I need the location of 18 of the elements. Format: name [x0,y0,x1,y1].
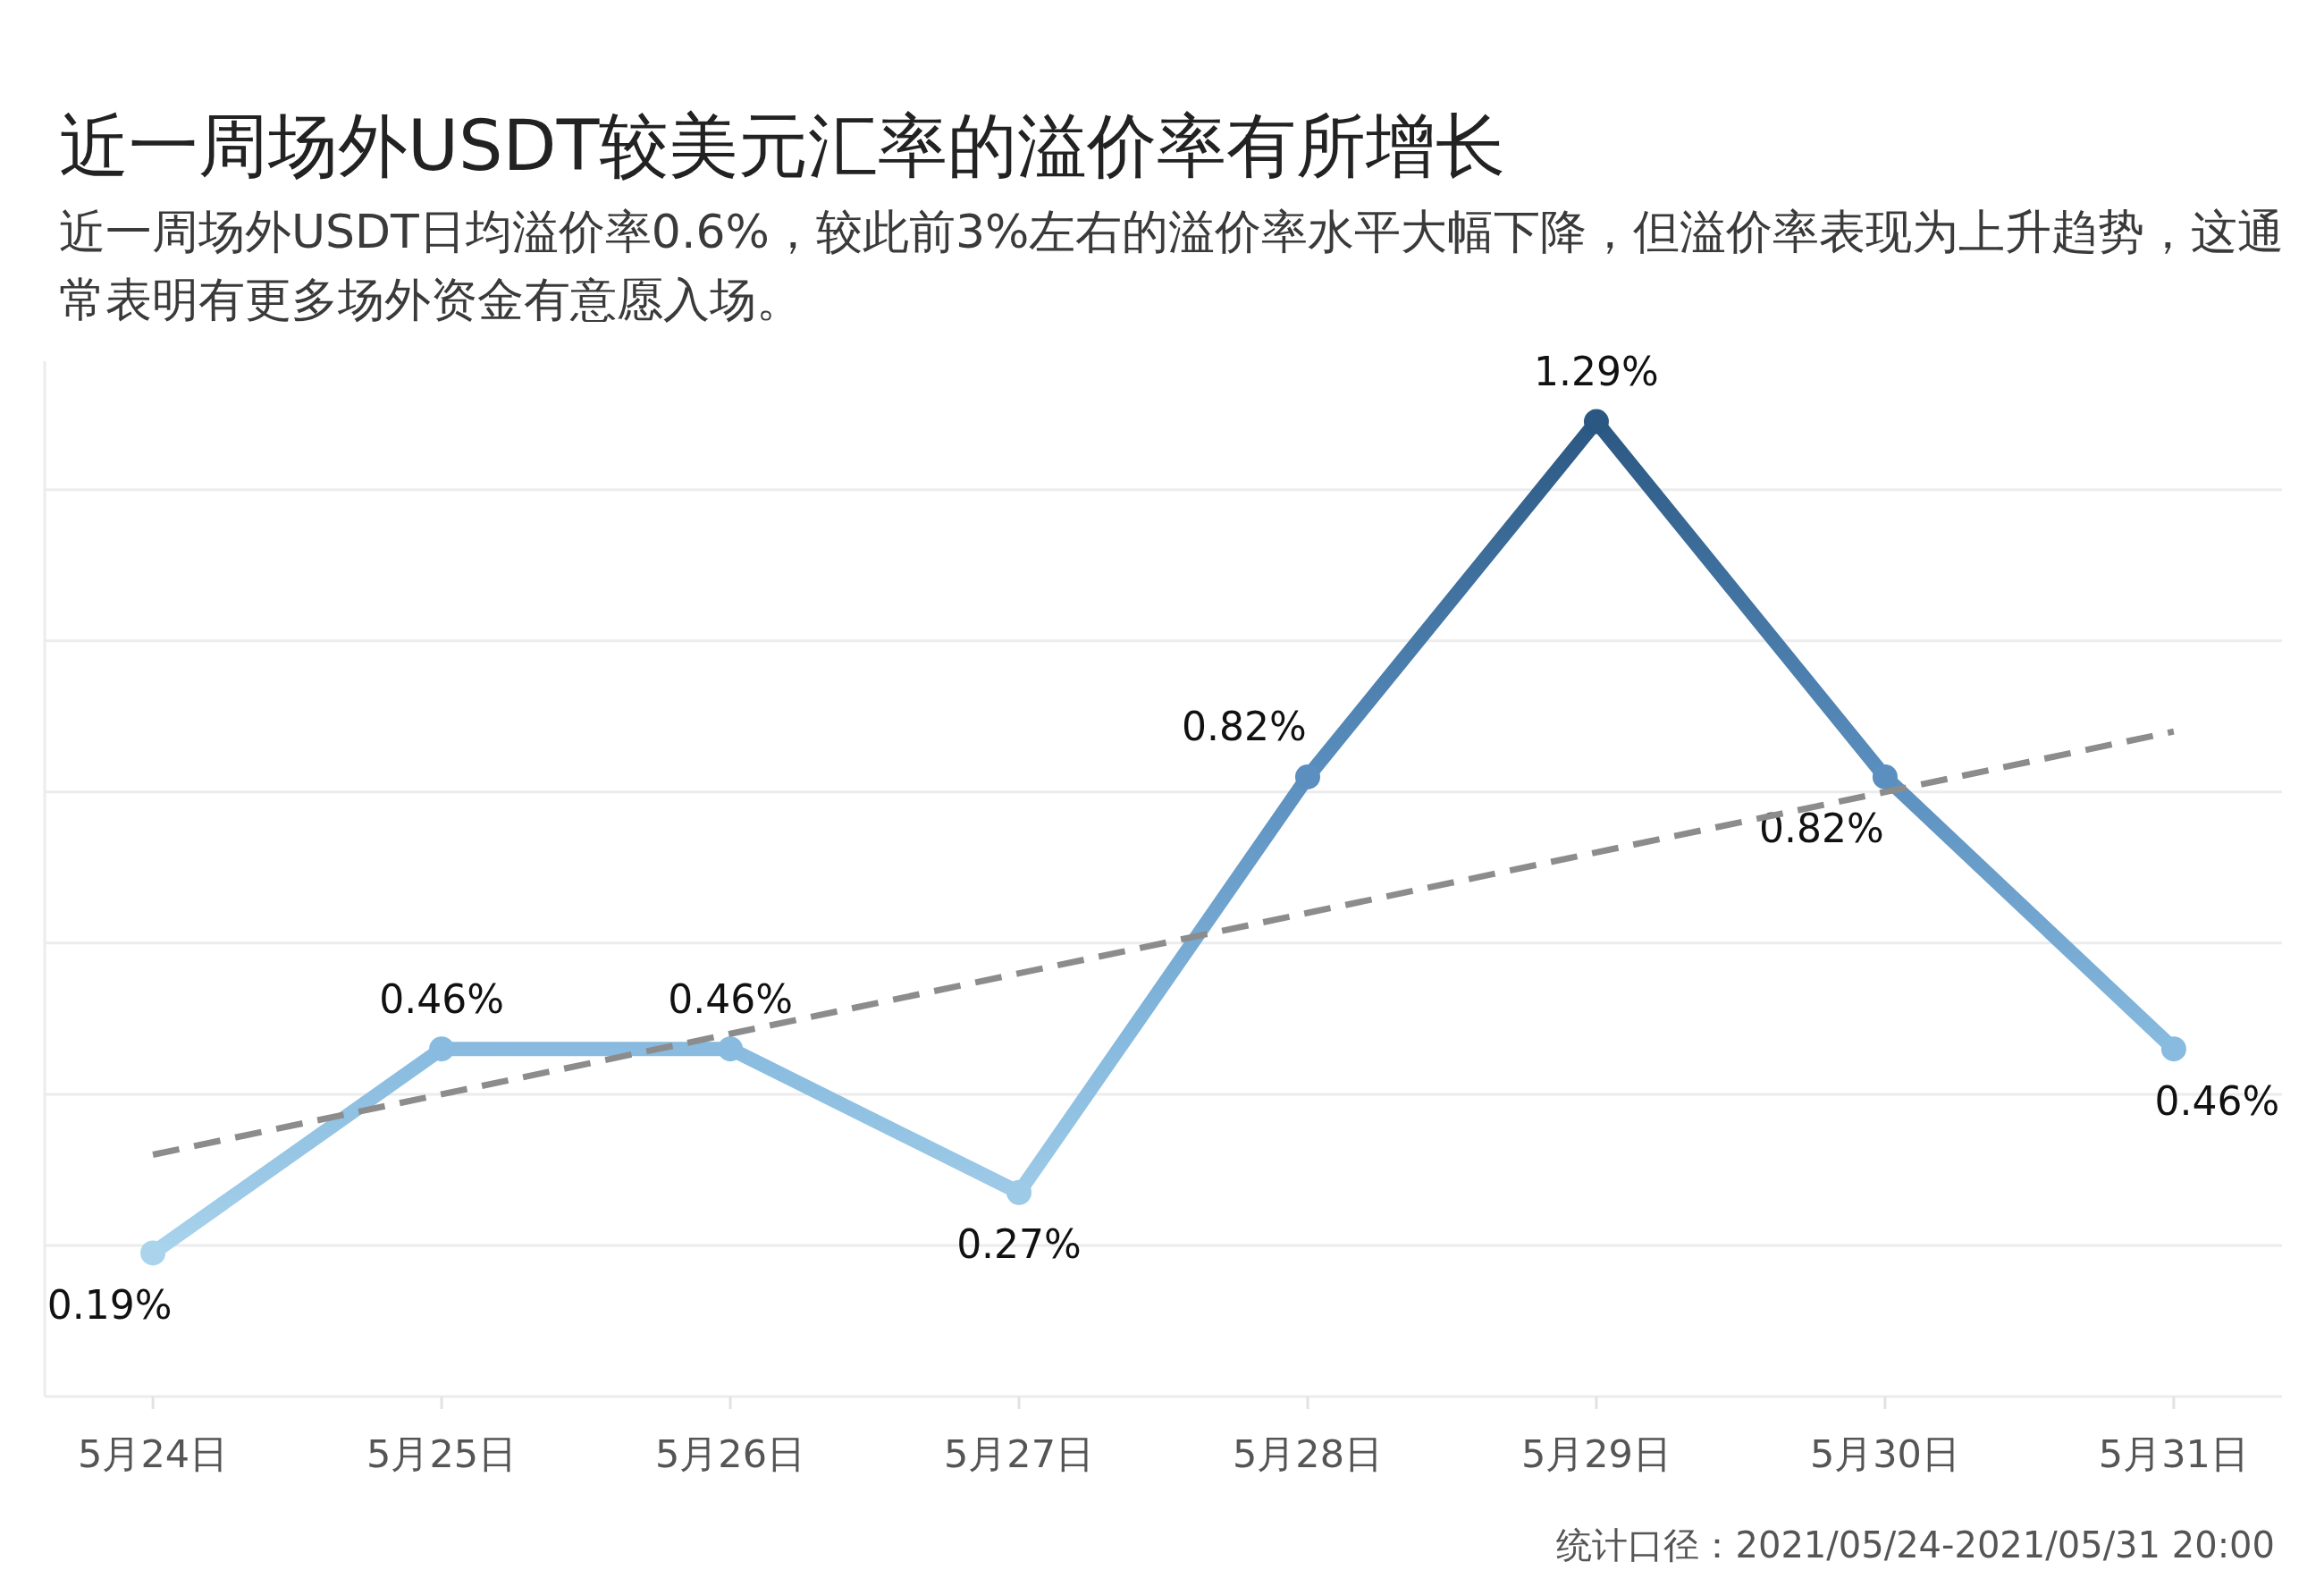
xtick-label: 5月28日 [1232,1431,1383,1476]
data-label: 0.46% [668,975,793,1022]
data-label: 1.29% [1534,349,1659,395]
annotation: 统计口径：2021/05/24-2021/05/31 20:00 [1556,1524,2275,1566]
subtitle: 近一周场外USDT日均溢价率0.6%，较此前3%左右的溢价率水平大幅下降，但溢价率表现为上升趋势，这通常表明有更多场外资金有意愿入场。 [59,204,2286,328]
xtick-label: 5月29日 [1520,1431,1671,1476]
data-label: 0.19% [46,1281,173,1328]
data-label: 0.46% [2154,1077,2280,1124]
xtick-label: 5月27日 [944,1431,1095,1476]
xtick-label: 5月25日 [366,1431,518,1476]
data-label: 0.82% [1182,704,1307,750]
xtick-label: 5月26日 [655,1431,806,1476]
data-label: 0.27% [956,1221,1082,1268]
data-label: 0.46% [379,975,504,1022]
xtick-label: 5月30日 [1809,1431,1960,1476]
title: 近一周场外USDT较美元汇率的溢价率有所增长 [59,106,1506,186]
xtick-label: 5月31日 [2098,1431,2249,1476]
xtick-label: 5月24日 [78,1431,229,1476]
